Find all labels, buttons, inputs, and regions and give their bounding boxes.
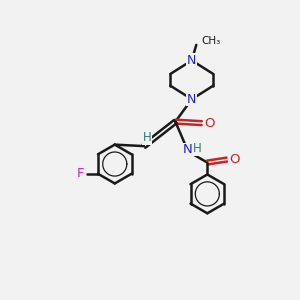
Text: N: N xyxy=(187,54,196,67)
Text: N: N xyxy=(187,93,196,106)
Text: CH₃: CH₃ xyxy=(202,36,221,46)
Text: O: O xyxy=(204,117,214,130)
Text: F: F xyxy=(76,167,84,180)
Text: N: N xyxy=(182,143,192,156)
Text: H: H xyxy=(142,131,152,144)
Text: O: O xyxy=(229,153,239,166)
Text: H: H xyxy=(193,142,202,155)
